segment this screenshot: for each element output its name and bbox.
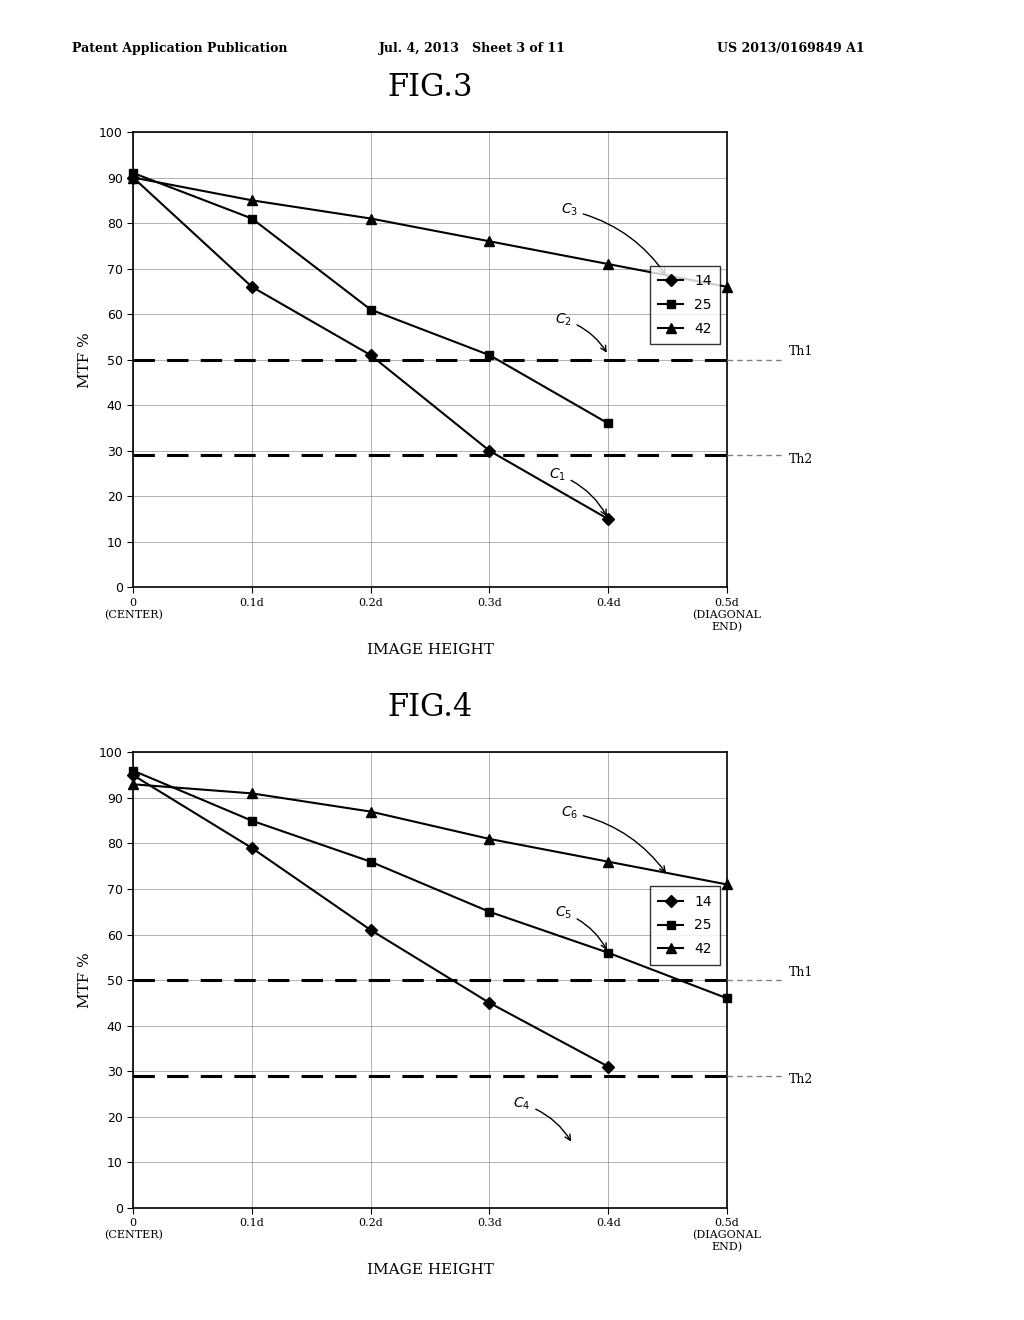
42 [721,876,733,892]
25 [721,990,733,1006]
14 [127,169,139,185]
25 [246,813,258,829]
Line: 25: 25 [129,767,731,1002]
Text: $C_5$: $C_5$ [555,904,606,949]
25 [483,347,496,363]
25 [602,416,614,432]
Line: 42: 42 [128,779,732,890]
Text: $C_3$: $C_3$ [561,202,666,275]
Text: Th1: Th1 [788,346,813,358]
14 [365,347,377,363]
Text: $C_6$: $C_6$ [561,804,666,873]
Y-axis label: MTF %: MTF % [78,952,92,1008]
Text: Patent Application Publication: Patent Application Publication [72,42,287,55]
42 [365,804,377,820]
25 [365,854,377,870]
14 [483,444,496,459]
42 [246,785,258,801]
Line: 42: 42 [128,173,732,292]
Text: Th2: Th2 [788,1073,813,1086]
25 [127,763,139,779]
Text: FIG.4: FIG.4 [387,693,473,723]
Y-axis label: MTF %: MTF % [78,331,92,388]
Text: Jul. 4, 2013   Sheet 3 of 11: Jul. 4, 2013 Sheet 3 of 11 [379,42,565,55]
X-axis label: IMAGE HEIGHT: IMAGE HEIGHT [367,1263,494,1278]
Text: FIG.3: FIG.3 [387,73,473,103]
X-axis label: IMAGE HEIGHT: IMAGE HEIGHT [367,643,494,657]
14 [246,279,258,294]
42 [602,854,614,870]
42 [602,256,614,272]
42 [483,832,496,847]
25 [246,211,258,227]
Text: Th1: Th1 [788,966,813,978]
25 [127,165,139,181]
42 [721,279,733,294]
42 [246,193,258,209]
Text: $C_4$: $C_4$ [513,1096,570,1140]
Legend: 14, 25, 42: 14, 25, 42 [649,267,720,345]
42 [127,169,139,185]
42 [365,211,377,227]
14 [602,1059,614,1074]
Line: 14: 14 [129,173,612,523]
14 [602,511,614,527]
Line: 25: 25 [129,169,612,428]
Line: 14: 14 [129,771,612,1071]
42 [127,776,139,792]
42 [483,234,496,249]
Text: $C_2$: $C_2$ [555,312,606,351]
14 [246,840,258,855]
25 [483,904,496,920]
Text: US 2013/0169849 A1: US 2013/0169849 A1 [717,42,864,55]
25 [602,945,614,961]
Legend: 14, 25, 42: 14, 25, 42 [649,887,720,965]
14 [127,767,139,783]
14 [365,923,377,939]
Text: Th2: Th2 [788,453,813,466]
14 [483,995,496,1011]
25 [365,302,377,318]
Text: $C_1$: $C_1$ [549,466,606,515]
